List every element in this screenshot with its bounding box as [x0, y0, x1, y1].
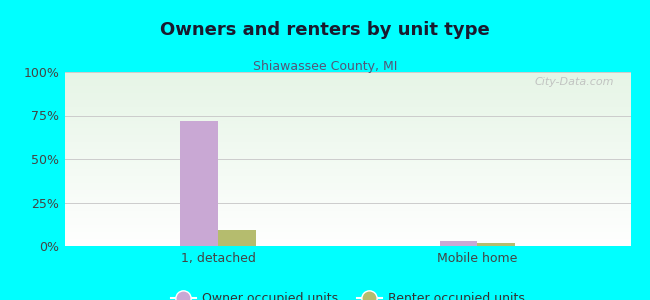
- Bar: [439, 241, 477, 246]
- Bar: [181, 121, 218, 246]
- Text: City-Data.com: City-Data.com: [534, 77, 614, 87]
- Bar: [218, 230, 256, 246]
- Legend: Owner occupied units, Renter occupied units: Owner occupied units, Renter occupied un…: [166, 287, 530, 300]
- Text: Owners and renters by unit type: Owners and renters by unit type: [160, 21, 490, 39]
- Bar: [477, 242, 515, 246]
- Text: Shiawassee County, MI: Shiawassee County, MI: [253, 60, 397, 73]
